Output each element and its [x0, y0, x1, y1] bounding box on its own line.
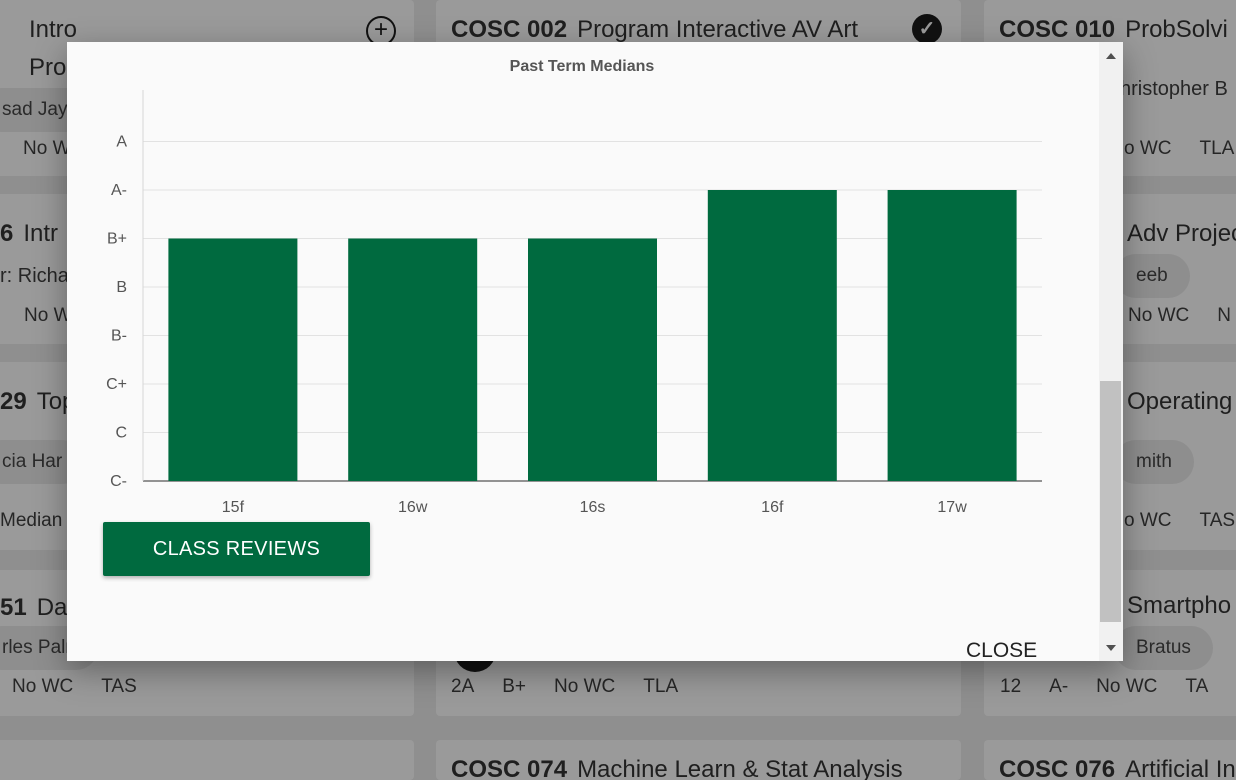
course-title: 29 Top — [0, 388, 76, 415]
dialog-scrollbar[interactable] — [1099, 42, 1123, 661]
course-title: COSC 074 Machine Learn & Stat Analysis — [451, 756, 903, 780]
course-stats: No W — [24, 305, 72, 326]
instructor-chip: Bratus — [1114, 626, 1213, 670]
x-tick-label: 17w — [937, 499, 967, 512]
x-tick-label: 16f — [761, 499, 784, 512]
bar — [528, 238, 657, 481]
course-title: COSC 002 Program Interactive AV Art — [451, 16, 859, 43]
x-tick-label: 15f — [222, 499, 245, 512]
course-title: 51 Dat — [0, 594, 75, 621]
class-reviews-button[interactable]: CLASS REVIEWS — [103, 522, 370, 576]
y-tick-label: C- — [110, 473, 127, 490]
course-stats: No WC N — [1128, 305, 1231, 326]
bar — [168, 238, 298, 481]
y-tick-label: C — [115, 425, 127, 442]
course-card[interactable]: COSC 002 Program Interactive AV Art ✓ — [436, 0, 961, 50]
medians-dialog: Past Term Medians C- C C+ B- B B+ A- A 15f 16w 16s… — [67, 42, 1123, 661]
y-tick-label: B+ — [107, 231, 127, 248]
scroll-down-icon[interactable] — [1106, 645, 1116, 651]
x-tick-label: 16s — [580, 499, 606, 512]
bar — [348, 238, 478, 481]
scroll-up-icon[interactable] — [1106, 53, 1116, 59]
course-title: Intro — [29, 16, 78, 43]
added-check-icon[interactable]: ✓ — [912, 14, 942, 44]
course-title: Operating — [1127, 388, 1233, 415]
scroll-thumb[interactable] — [1100, 381, 1121, 622]
course-title: Smartpho — [1127, 592, 1232, 619]
course-title-line2: Pro — [29, 54, 67, 81]
course-title: COSC 076 Artificial Int — [999, 756, 1236, 780]
y-tick-label: A — [116, 134, 127, 151]
course-title: COSC 010 ProbSolvi — [999, 16, 1228, 43]
course-stats: No WC TAS — [12, 676, 137, 697]
course-stats: Median — [0, 510, 63, 531]
y-tick-label: B- — [111, 328, 127, 345]
x-tick-label: 16w — [398, 499, 428, 512]
y-tick-label: A- — [111, 182, 127, 199]
course-card[interactable]: COSC 076 Artificial Int — [984, 740, 1236, 780]
course-stats: o WC TLA — [1124, 138, 1235, 159]
course-title: 6 Intr — [0, 220, 59, 247]
course-card[interactable]: COSC 074 Machine Learn & Stat Analysis — [436, 740, 961, 780]
course-title: Adv Projec — [1127, 220, 1236, 247]
instructor-name: r: Richa — [0, 265, 69, 287]
y-tick-label: B — [116, 279, 127, 296]
y-tick-label: C+ — [106, 376, 127, 393]
course-stats: 2A B+ No WC TLA — [451, 676, 679, 697]
course-stats: No W — [23, 138, 71, 159]
close-button[interactable]: CLOSE — [966, 638, 1037, 661]
instructor-name: hristopher B — [1120, 78, 1228, 100]
instructor-chip: mith — [1114, 440, 1194, 484]
medians-bar-chart: C- C C+ B- B B+ A- A 15f 16w 16s 16f 17w — [106, 90, 1042, 512]
bar — [887, 190, 1017, 481]
course-stats: o WC TAS — [1124, 510, 1236, 531]
instructor-chip: eeb — [1114, 254, 1190, 298]
bar — [707, 190, 837, 481]
course-stats: 12 A- No WC TA — [1000, 676, 1209, 697]
course-card[interactable] — [0, 740, 414, 780]
chart-title: Past Term Medians — [509, 58, 655, 75]
